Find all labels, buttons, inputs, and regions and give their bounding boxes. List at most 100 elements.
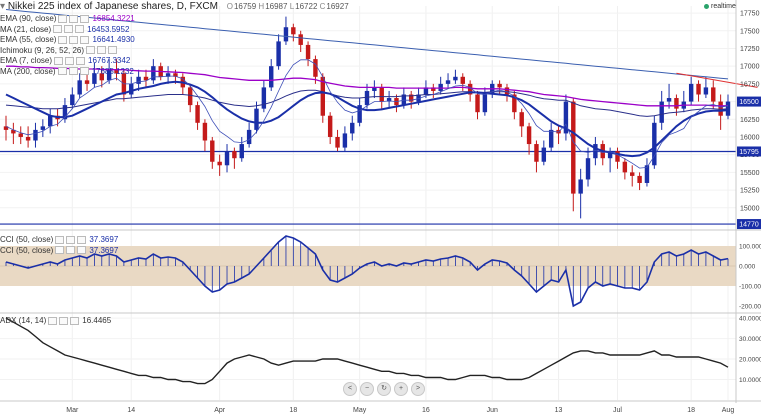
settings-icon[interactable] (54, 56, 64, 65)
candle-body (173, 73, 178, 77)
price-tick-label: 16250 (740, 117, 760, 124)
settings-icon[interactable] (58, 14, 68, 23)
hide-icon[interactable] (64, 25, 74, 34)
price-legend-row: EMA (55, close) 16641.4930 (0, 35, 135, 45)
remove-icon[interactable] (76, 56, 86, 65)
remove-icon[interactable] (77, 246, 87, 255)
cci-legend-value: 37.3697 (89, 245, 119, 255)
ohlc-readout: O16759 H16987 L16722 C16927 (227, 2, 349, 11)
settings-icon[interactable] (86, 46, 96, 55)
price-legend-row: Ichimoku (9, 26, 52, 26) (0, 46, 120, 56)
candle-body (563, 101, 569, 134)
candle-body (548, 129, 554, 148)
x-tick-label: 18 (289, 407, 297, 414)
remove-icon[interactable] (80, 35, 90, 44)
candle-body (313, 59, 318, 77)
adx-line (5, 317, 729, 385)
settings-icon[interactable] (55, 235, 65, 244)
settings-icon[interactable] (53, 25, 63, 34)
candle-body (408, 94, 414, 102)
candle-body (416, 94, 421, 102)
price-tag[interactable] (737, 96, 761, 107)
candle-body (114, 69, 119, 74)
zoom-in-icon[interactable]: + (394, 382, 408, 396)
adx-tick-label: 10.0000 (739, 377, 761, 384)
remove-icon[interactable] (79, 67, 89, 76)
candle-body (187, 87, 193, 106)
hide-icon[interactable] (59, 316, 69, 325)
adx-legend-value: 16.4465 (82, 316, 112, 325)
collapse-icon[interactable]: ▾ (0, 1, 8, 12)
hide-icon[interactable] (65, 56, 75, 65)
candle-body (269, 66, 274, 88)
candle-body (283, 27, 289, 42)
remove-icon[interactable] (77, 235, 87, 244)
price-legend-value: 16767.3342 (88, 56, 131, 65)
candle-body (630, 172, 635, 176)
settings-icon[interactable] (55, 246, 65, 255)
settings-icon[interactable] (57, 67, 67, 76)
candle-body (165, 73, 171, 77)
low-label: L (289, 2, 295, 11)
candle-body (438, 83, 443, 91)
candle-body (674, 98, 679, 109)
cci-legend-value: 37.3697 (89, 235, 119, 244)
price-legend-row: EMA (90, close) 16854.3221 (0, 14, 135, 24)
cci-legend-row: CCI (50, close) 37.3697 (0, 235, 118, 245)
candle-body (18, 133, 23, 137)
ema55-line (5, 89, 729, 117)
candle-body (195, 105, 200, 123)
candle-body (335, 136, 340, 148)
cci-series (5, 235, 729, 308)
realtime-status: realtime (704, 3, 736, 10)
zoom-out-icon[interactable]: − (360, 382, 374, 396)
candle-body (467, 83, 473, 95)
hide-icon[interactable] (69, 14, 79, 23)
price-legend-row: EMA (7, close) 16767.3342 (0, 56, 130, 66)
cci-band (0, 246, 736, 286)
candle-body (99, 73, 104, 81)
candle-body (357, 105, 362, 123)
hide-icon[interactable] (68, 67, 78, 76)
candle-body (62, 105, 68, 120)
remove-icon[interactable] (70, 316, 80, 325)
candle-body (372, 87, 377, 91)
candle-body (482, 94, 488, 113)
price-legend-label: Ichimoku (9, 26, 52, 26) (0, 45, 85, 55)
price-legend-value: 16641.4930 (92, 35, 135, 44)
ema7-line (5, 59, 729, 169)
left-arrow-icon[interactable]: < (343, 382, 357, 396)
right-arrow-icon[interactable]: > (411, 382, 425, 396)
hide-icon[interactable] (66, 235, 76, 244)
price-tag[interactable] (737, 146, 761, 157)
ema90-line (6, 65, 728, 107)
settings-icon[interactable] (48, 316, 58, 325)
candle-body (3, 126, 9, 130)
remove-icon[interactable] (75, 25, 85, 34)
candle-body (423, 87, 429, 95)
hide-icon[interactable] (66, 246, 76, 255)
remove-icon[interactable] (80, 14, 90, 23)
candle-body (637, 175, 642, 183)
open-label: O (226, 2, 233, 11)
remove-icon[interactable] (108, 46, 118, 55)
reset-icon[interactable]: ↻ (377, 382, 391, 396)
price-tag[interactable] (737, 219, 761, 230)
x-tick-label: Aug (722, 407, 735, 414)
adx-tick-label: 40.0000 (739, 316, 761, 323)
close-value: 16927 (326, 2, 349, 11)
candle-body (342, 133, 348, 148)
candle-body (276, 41, 281, 67)
candle-body (504, 87, 510, 95)
candle-body (659, 101, 664, 123)
settings-icon[interactable] (58, 35, 68, 44)
open-value: 16759 (233, 2, 257, 11)
cci-tick-label: 0.000 (739, 264, 756, 271)
price-tick-label: 17000 (740, 64, 760, 71)
price-tick-label: 15250 (740, 188, 760, 195)
horizontal-levels (0, 150, 736, 225)
price-labels[interactable]: 16500 15795 14770 (737, 96, 761, 230)
candle-body (217, 161, 222, 166)
hide-icon[interactable] (97, 46, 107, 55)
hide-icon[interactable] (69, 35, 79, 44)
